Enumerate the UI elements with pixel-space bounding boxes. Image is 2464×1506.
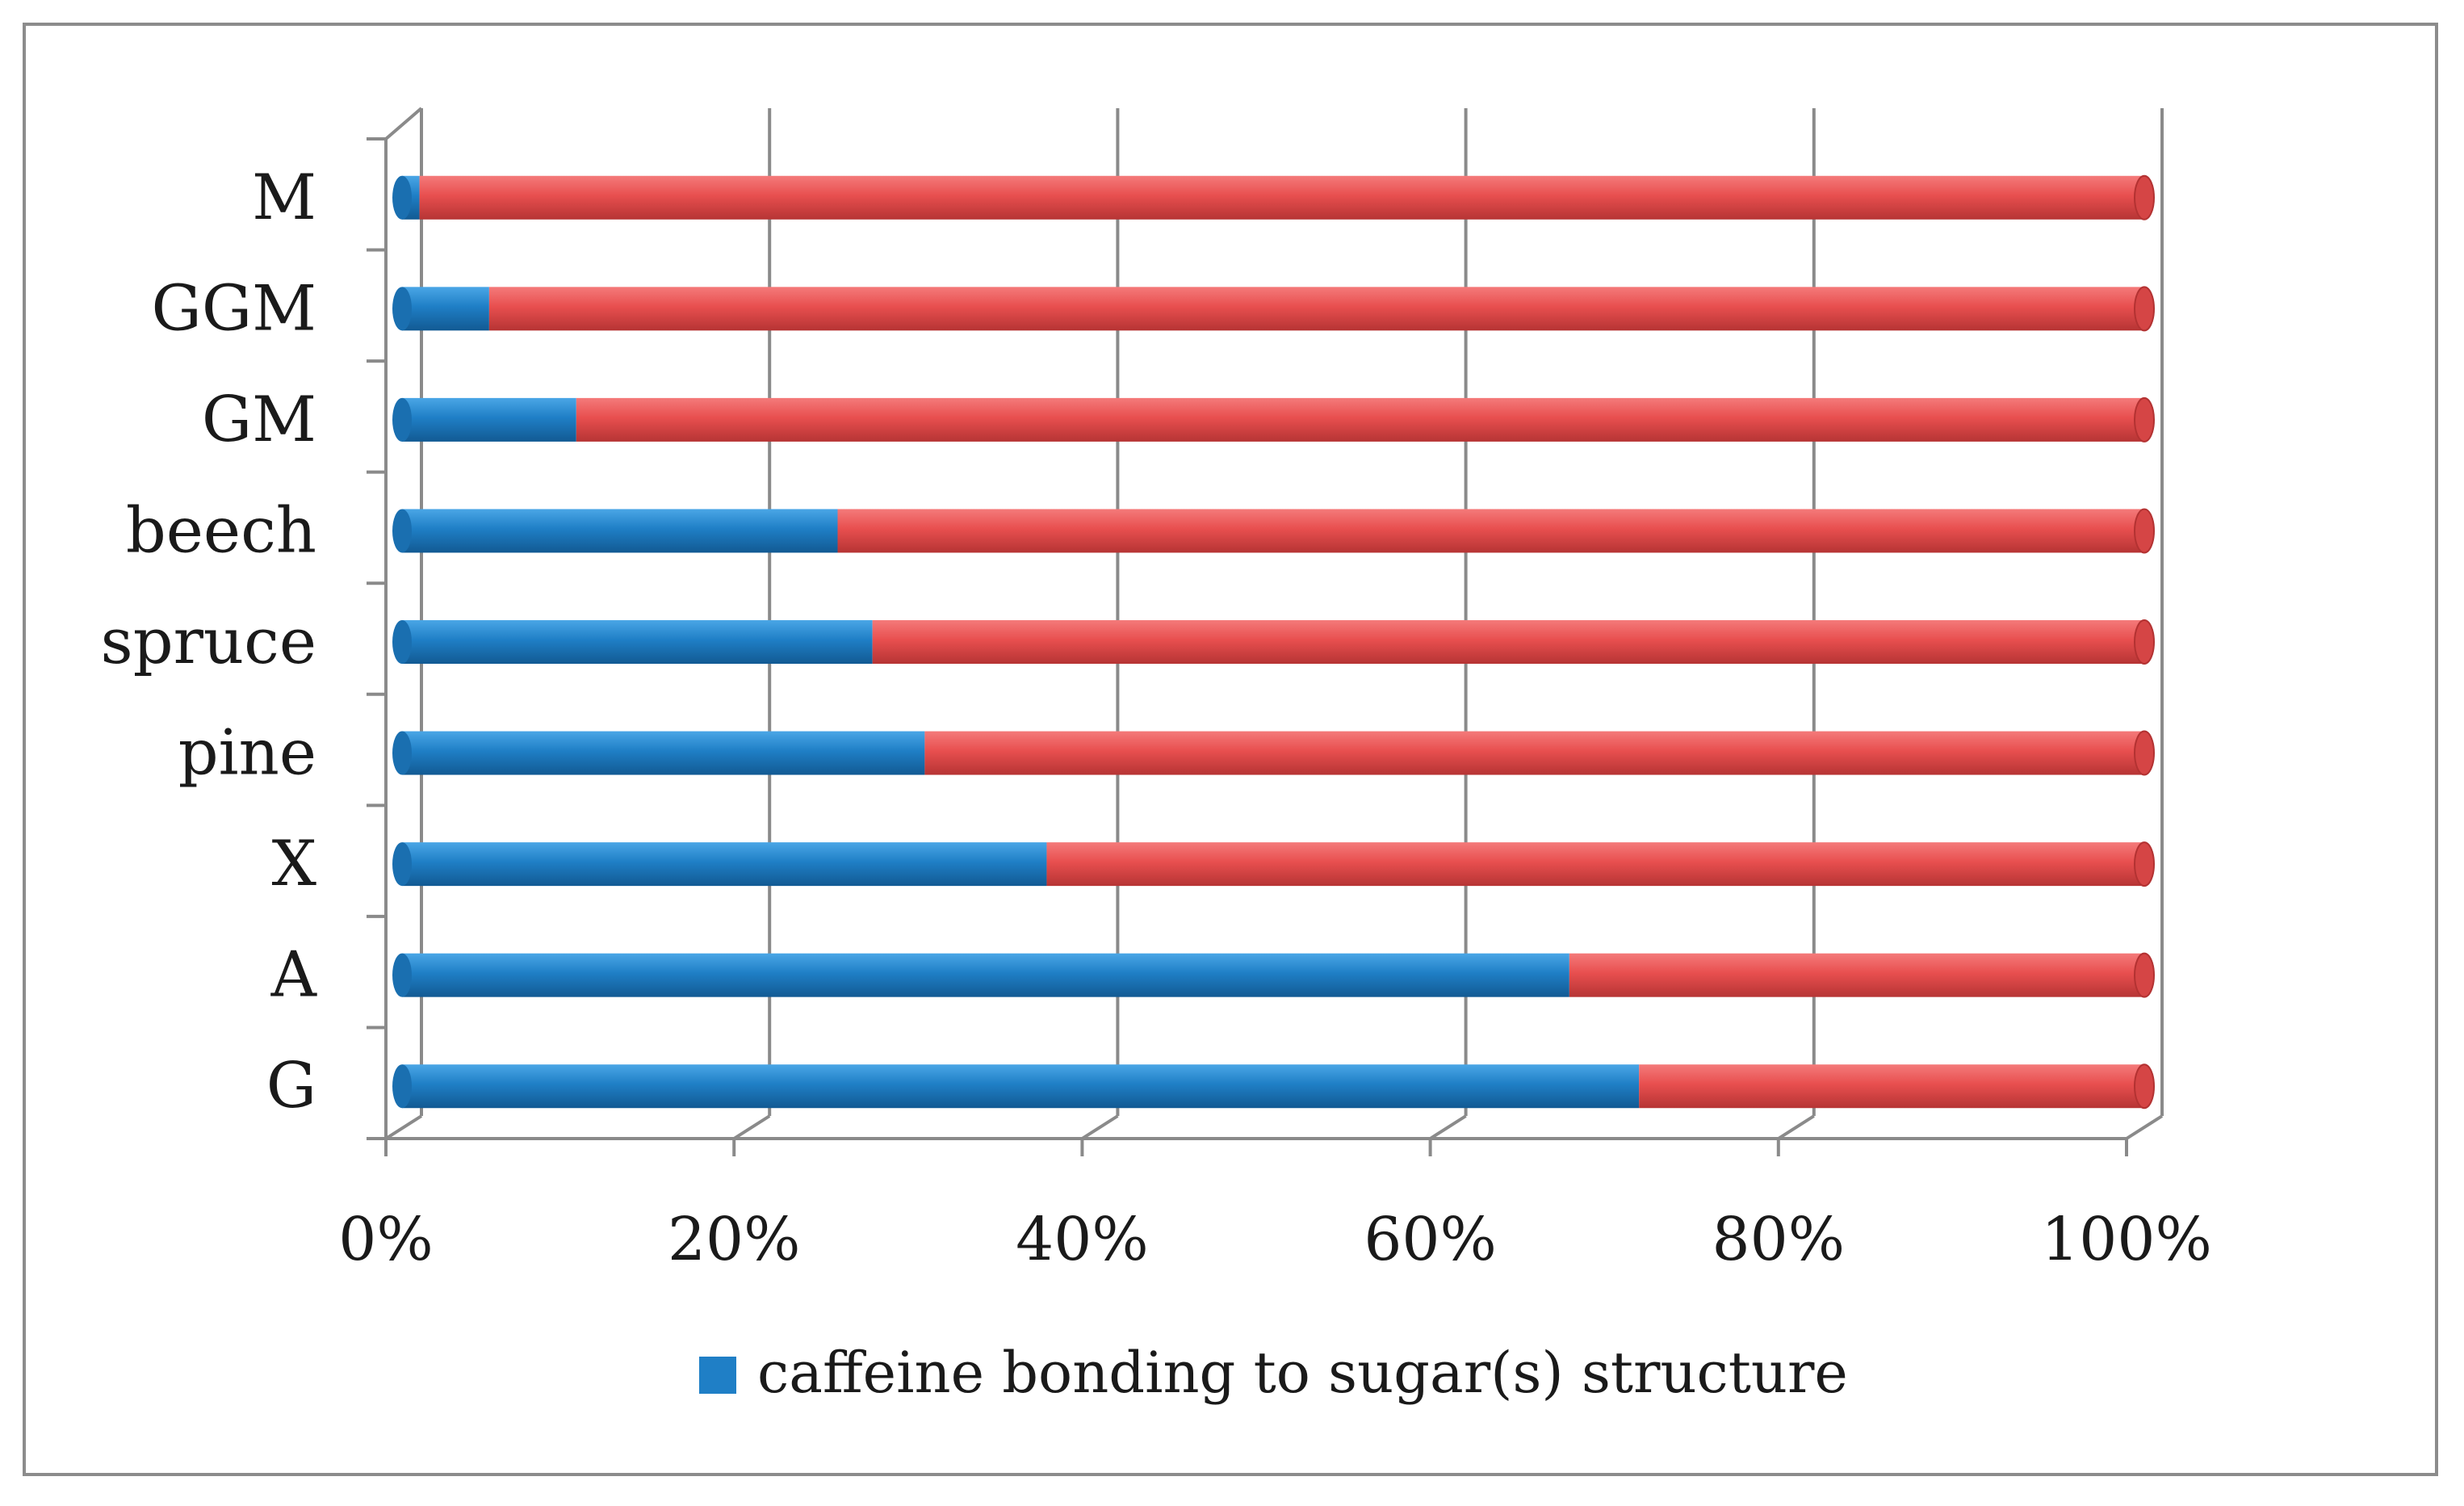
bar-body bbox=[402, 953, 1569, 997]
category-label: spruce bbox=[101, 606, 316, 678]
bar-body bbox=[402, 287, 489, 331]
bar-segment-caffeine bbox=[392, 509, 838, 553]
bar-cap-right bbox=[2134, 619, 2155, 665]
category-label: G bbox=[266, 1050, 316, 1122]
category-label: pine bbox=[178, 717, 316, 790]
bar-segment-caffeine bbox=[392, 842, 1047, 887]
category-label: GM bbox=[202, 384, 316, 456]
labels-layer: M GGM GM beech spruce pine XAG 0% 20% 40% 60% 80% 10… bbox=[101, 162, 2212, 1274]
bar-segment-remainder bbox=[1569, 952, 2155, 998]
bar-cap-right bbox=[2134, 1063, 2155, 1110]
grid-layer bbox=[367, 107, 2164, 1156]
gridline-floor bbox=[1777, 1114, 1815, 1140]
bar-cap-right bbox=[2134, 952, 2155, 998]
bar-segment-caffeine bbox=[392, 620, 873, 664]
legend: caffeine bonding to sugar(s) structure bbox=[699, 1340, 1848, 1406]
gridline-floor bbox=[733, 1114, 771, 1140]
gridline-floor bbox=[2125, 1114, 2164, 1140]
x-tick-label: 0% bbox=[338, 1205, 433, 1274]
bar-cap-right bbox=[2134, 508, 2155, 554]
bar-cap-left bbox=[392, 397, 412, 442]
bar-cap-left bbox=[392, 731, 412, 775]
bar-cap-right bbox=[2134, 730, 2155, 776]
bar-body bbox=[924, 731, 2144, 775]
bar-segment-caffeine bbox=[392, 1064, 1640, 1109]
bar-body bbox=[837, 509, 2144, 553]
bar-cap-right bbox=[2134, 841, 2155, 887]
bar-cap-left bbox=[392, 175, 412, 220]
bar-body bbox=[1046, 842, 2144, 887]
bar-cap-left bbox=[392, 509, 412, 553]
bar-segment-caffeine bbox=[392, 175, 420, 220]
bar-cap-right bbox=[2134, 396, 2155, 443]
bar-body bbox=[872, 620, 2144, 664]
x-tick-label: 20% bbox=[668, 1205, 800, 1274]
category-label: X bbox=[271, 828, 316, 900]
x-tick-label: 60% bbox=[1364, 1205, 1496, 1274]
bar-segment-remainder bbox=[419, 174, 2155, 220]
legend-label: caffeine bonding to sugar(s) structure bbox=[757, 1340, 1848, 1406]
bar-segment-remainder bbox=[837, 508, 2155, 554]
category-label: GGM bbox=[152, 272, 316, 345]
bar-body bbox=[402, 1064, 1640, 1109]
bar-body bbox=[1569, 953, 2144, 997]
bar-segment-caffeine bbox=[392, 953, 1569, 997]
bar-body bbox=[419, 175, 2144, 220]
category-label: M bbox=[252, 162, 316, 234]
bar-cap-right bbox=[2134, 174, 2155, 220]
bar-body bbox=[488, 287, 2145, 331]
bar-body bbox=[1639, 1064, 2144, 1109]
bar-cap-left bbox=[392, 953, 412, 997]
bar-segment-remainder bbox=[576, 396, 2155, 443]
bar-body bbox=[402, 509, 838, 553]
bar-cap-left bbox=[392, 287, 412, 331]
legend-swatch bbox=[699, 1357, 736, 1394]
bars-layer bbox=[392, 174, 2155, 1110]
gridline-floor bbox=[1081, 1114, 1119, 1140]
category-label: beech bbox=[126, 494, 316, 567]
bar-segment-remainder bbox=[872, 619, 2155, 665]
bar-body bbox=[576, 397, 2144, 442]
gridline-floor bbox=[1429, 1114, 1467, 1140]
x-tick-label: 80% bbox=[1712, 1205, 1845, 1274]
bar-segment-caffeine bbox=[392, 731, 925, 775]
category-label: A bbox=[270, 939, 318, 1012]
bar-body bbox=[402, 842, 1047, 887]
bar-segment-remainder bbox=[1639, 1063, 2155, 1110]
bar-cap-left bbox=[392, 842, 412, 887]
bar-segment-remainder bbox=[488, 286, 2155, 332]
gridline-floor bbox=[384, 1114, 423, 1140]
x-tick-label: 100% bbox=[2041, 1205, 2212, 1274]
bar-body bbox=[402, 397, 576, 442]
bar-segment-remainder bbox=[924, 730, 2155, 776]
bar-segment-caffeine bbox=[392, 287, 489, 331]
bar-cap-right bbox=[2134, 286, 2155, 332]
depth-edge-top bbox=[384, 107, 423, 141]
bar-cap-left bbox=[392, 620, 412, 664]
bar-body bbox=[402, 731, 925, 775]
bar-cap-left bbox=[392, 1064, 412, 1109]
x-tick-label: 40% bbox=[1016, 1205, 1148, 1274]
bar-segment-caffeine bbox=[392, 397, 576, 442]
bar-segment-remainder bbox=[1046, 841, 2155, 887]
bar-body bbox=[402, 620, 873, 664]
